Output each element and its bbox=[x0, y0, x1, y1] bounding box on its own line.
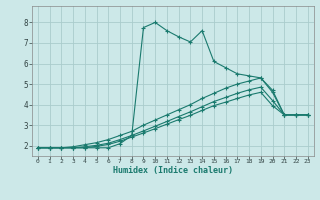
X-axis label: Humidex (Indice chaleur): Humidex (Indice chaleur) bbox=[113, 166, 233, 175]
